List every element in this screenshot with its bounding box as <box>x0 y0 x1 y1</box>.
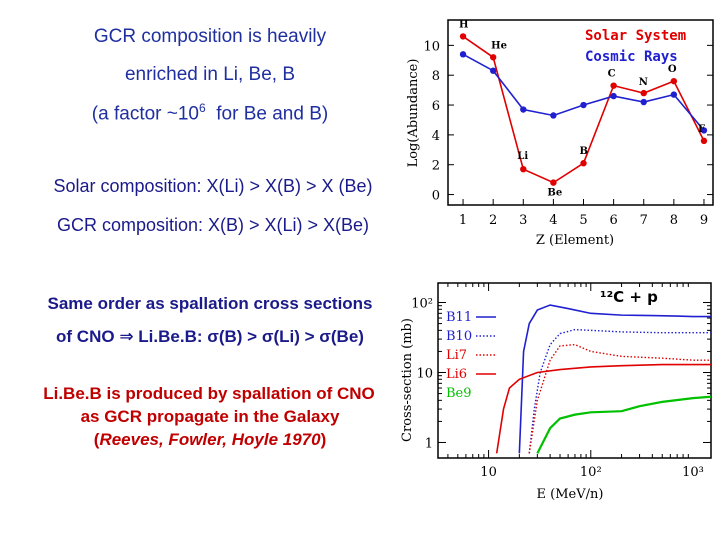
cross-section-series-be9 <box>536 395 712 454</box>
cross-section-x-tick-label: 10² <box>580 465 602 480</box>
element-label: H <box>459 19 468 30</box>
element-label: Li <box>517 151 528 162</box>
abundance-x-tick-label: 3 <box>519 213 527 228</box>
abundance-point-cosmic <box>640 98 647 106</box>
abundance-x-tick-label: 7 <box>640 213 648 228</box>
abundance-point-cosmic <box>580 101 587 109</box>
gcr-composition-order: GCR composition: X(B) > X(Li) > X(Be) <box>56 215 370 235</box>
abundance-y-tick-label: 4 <box>432 129 440 144</box>
abundance-point-cosmic <box>459 51 467 58</box>
abundance-point-solar <box>580 160 587 167</box>
factor-text: (a factor ~10 <box>91 103 199 125</box>
abundance-y-tick-label: 0 <box>432 189 440 204</box>
abundance-point-solar <box>640 89 647 97</box>
abundance-point-cosmic <box>489 67 497 74</box>
abundance-x-tick-label: 2 <box>489 213 497 228</box>
cross-section-legend: B11 B10 Li7 Li6 Be9 <box>446 310 496 401</box>
gcr-heading-line1: GCR composition is heavily <box>93 26 327 47</box>
cross-section-series-li6 <box>495 363 711 454</box>
cross-section-series-b10 <box>528 328 711 454</box>
element-label: B <box>580 146 588 157</box>
production-reference: (Reeves, Fowler, Hoyle 1970) <box>10 430 410 450</box>
cross-section-chart: 10 10² 10³ 1 10 10² ¹²C + p Cross-section (mb… <box>400 282 712 502</box>
production-line1: Li.Be.B is produced by spallation of CNO <box>43 384 375 403</box>
abundance-legend-cosmic: Cosmic Rays <box>585 49 678 65</box>
legend-li7: Li7 <box>446 348 467 363</box>
abundance-y-tick-label: 10 <box>423 39 440 54</box>
cross-section-x-axis-label: E (MeV/n) <box>537 487 604 502</box>
abundance-y-axis-label: Log(Abundance) <box>406 59 421 168</box>
abundance-point-cosmic <box>610 92 617 100</box>
abundance-point-cosmic <box>520 106 527 113</box>
cross-section-y-axis-label: Cross-section (mb) <box>400 318 415 442</box>
cross-section-series-b11 <box>518 304 711 454</box>
abundance-point-solar <box>700 137 708 145</box>
abundance-x-tick-label: 6 <box>609 213 617 228</box>
cross-section-x-tick-label: 10 <box>480 465 497 480</box>
gcr-heading-line3: (a factor ~106 for Be and B) <box>45 101 375 125</box>
abundance-x-tick-label: 9 <box>700 213 708 228</box>
cross-section-x-tick-label: 10³ <box>682 465 704 480</box>
abundance-x-tick-label: 4 <box>549 213 557 228</box>
abundance-x-tick-label: 1 <box>459 213 467 228</box>
abundance-plot-frame <box>447 19 714 206</box>
production-line2: as GCR propagate in the Galaxy <box>80 407 340 426</box>
element-label: He <box>491 40 507 51</box>
spallation-line2: of CNO ⇒ Li.Be.B: σ(B) > σ(Li) > σ(Be) <box>10 327 410 347</box>
implies-arrow: ⇒ <box>119 327 134 347</box>
ref-names: Reeves, Fowler, Hoyle 1970 <box>99 430 321 449</box>
abundance-point-cosmic <box>550 112 557 119</box>
legend-li6: Li6 <box>446 367 467 382</box>
factor-exponent: 6 <box>199 101 206 115</box>
abundance-point-solar <box>550 179 557 186</box>
abundance-y-tick-label: 6 <box>432 99 440 114</box>
abundance-point-solar <box>489 54 497 61</box>
gcr-heading-line2: enriched in Li, Be, B <box>124 64 296 85</box>
spallation-cno: of CNO <box>56 327 120 346</box>
element-label: N <box>639 77 648 88</box>
element-label: F <box>698 124 705 135</box>
abundance-point-solar <box>670 77 678 85</box>
abundance-y-tick-label: 2 <box>432 159 440 174</box>
solar-composition-order: Solar composition: X(Li) > X(B) > X (Be) <box>53 176 373 196</box>
legend-b11: B11 <box>446 310 472 325</box>
ref-open: ( <box>93 430 100 449</box>
cross-section-title: ¹²C + p <box>600 288 658 306</box>
abundance-x-axis-label: Z (Element) <box>536 233 614 248</box>
element-label: Be <box>547 188 562 199</box>
abundance-x-tick-label: 5 <box>579 213 587 228</box>
abundance-point-solar <box>520 165 527 173</box>
cross-section-y-tick-label: 1 <box>425 436 433 451</box>
abundance-point-cosmic <box>670 91 678 98</box>
abundance-point-solar <box>610 82 617 89</box>
legend-be9: Be9 <box>446 386 472 401</box>
cross-section-series-li7 <box>528 343 711 454</box>
abundance-legend-solar: Solar System <box>585 28 686 44</box>
spallation-sigma-order: Li.Be.B: σ(B) > σ(Li) > σ(Be) <box>133 327 364 346</box>
spallation-line1: Same order as spallation cross sections <box>47 294 373 313</box>
abundance-x-tick-label: 8 <box>670 213 678 228</box>
abundance-point-cosmic <box>700 127 708 134</box>
legend-b10: B10 <box>446 329 472 344</box>
cross-section-y-tick-label: 10 <box>416 366 433 381</box>
element-label: O <box>668 64 677 75</box>
ref-close: ) <box>320 430 327 449</box>
abundance-point-solar <box>459 33 467 40</box>
cross-section-y-tick-label: 10² <box>411 297 433 312</box>
factor-suffix: for Be and B) <box>205 103 329 125</box>
element-label: C <box>608 69 616 80</box>
abundance-y-tick-label: 8 <box>432 69 440 84</box>
